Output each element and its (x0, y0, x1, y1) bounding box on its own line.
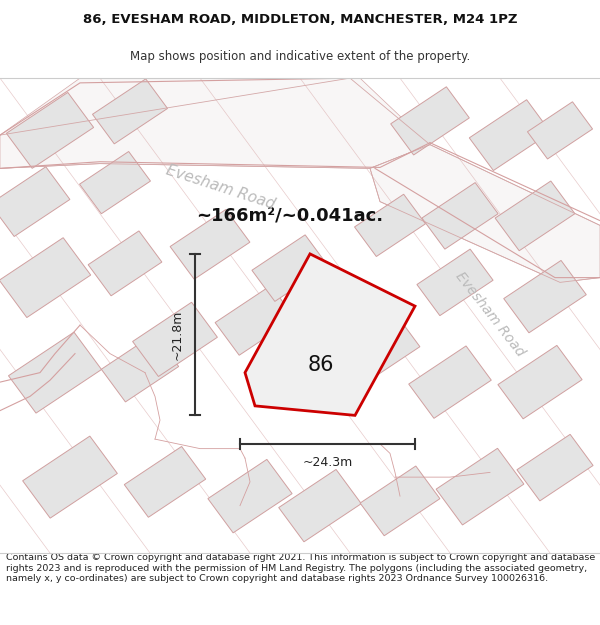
Polygon shape (23, 436, 118, 518)
Polygon shape (0, 238, 91, 318)
Polygon shape (133, 302, 217, 376)
Polygon shape (527, 102, 593, 159)
Polygon shape (124, 446, 206, 518)
Polygon shape (101, 334, 179, 402)
Polygon shape (391, 87, 469, 155)
Text: ~21.8m: ~21.8m (170, 309, 184, 360)
Polygon shape (469, 100, 551, 171)
Polygon shape (436, 448, 524, 525)
Polygon shape (340, 314, 420, 384)
Polygon shape (92, 79, 167, 144)
Text: Contains OS data © Crown copyright and database right 2021. This information is : Contains OS data © Crown copyright and d… (6, 553, 595, 583)
Polygon shape (517, 434, 593, 501)
Polygon shape (504, 261, 586, 333)
Polygon shape (355, 194, 425, 256)
Polygon shape (7, 92, 94, 168)
Text: ~166m²/~0.041ac.: ~166m²/~0.041ac. (196, 207, 383, 225)
Polygon shape (252, 235, 328, 301)
Polygon shape (417, 249, 493, 316)
Polygon shape (208, 459, 292, 533)
Text: 86, EVESHAM ROAD, MIDDLETON, MANCHESTER, M24 1PZ: 86, EVESHAM ROAD, MIDDLETON, MANCHESTER,… (83, 13, 517, 26)
Polygon shape (80, 151, 151, 214)
Polygon shape (170, 209, 250, 279)
Polygon shape (0, 167, 70, 236)
Polygon shape (370, 144, 600, 282)
Polygon shape (498, 346, 582, 419)
Text: Evesham Road: Evesham Road (453, 269, 527, 359)
Polygon shape (279, 469, 361, 542)
Polygon shape (360, 466, 440, 536)
Polygon shape (422, 182, 498, 249)
Polygon shape (0, 78, 430, 168)
Polygon shape (215, 286, 295, 355)
Text: 86: 86 (308, 355, 334, 375)
Polygon shape (8, 332, 101, 413)
Polygon shape (88, 231, 162, 296)
Polygon shape (495, 181, 575, 251)
Text: Evesham Road: Evesham Road (164, 162, 277, 212)
Polygon shape (245, 254, 415, 416)
Polygon shape (409, 346, 491, 418)
Text: ~24.3m: ~24.3m (302, 456, 353, 469)
Text: Map shows position and indicative extent of the property.: Map shows position and indicative extent… (130, 50, 470, 62)
